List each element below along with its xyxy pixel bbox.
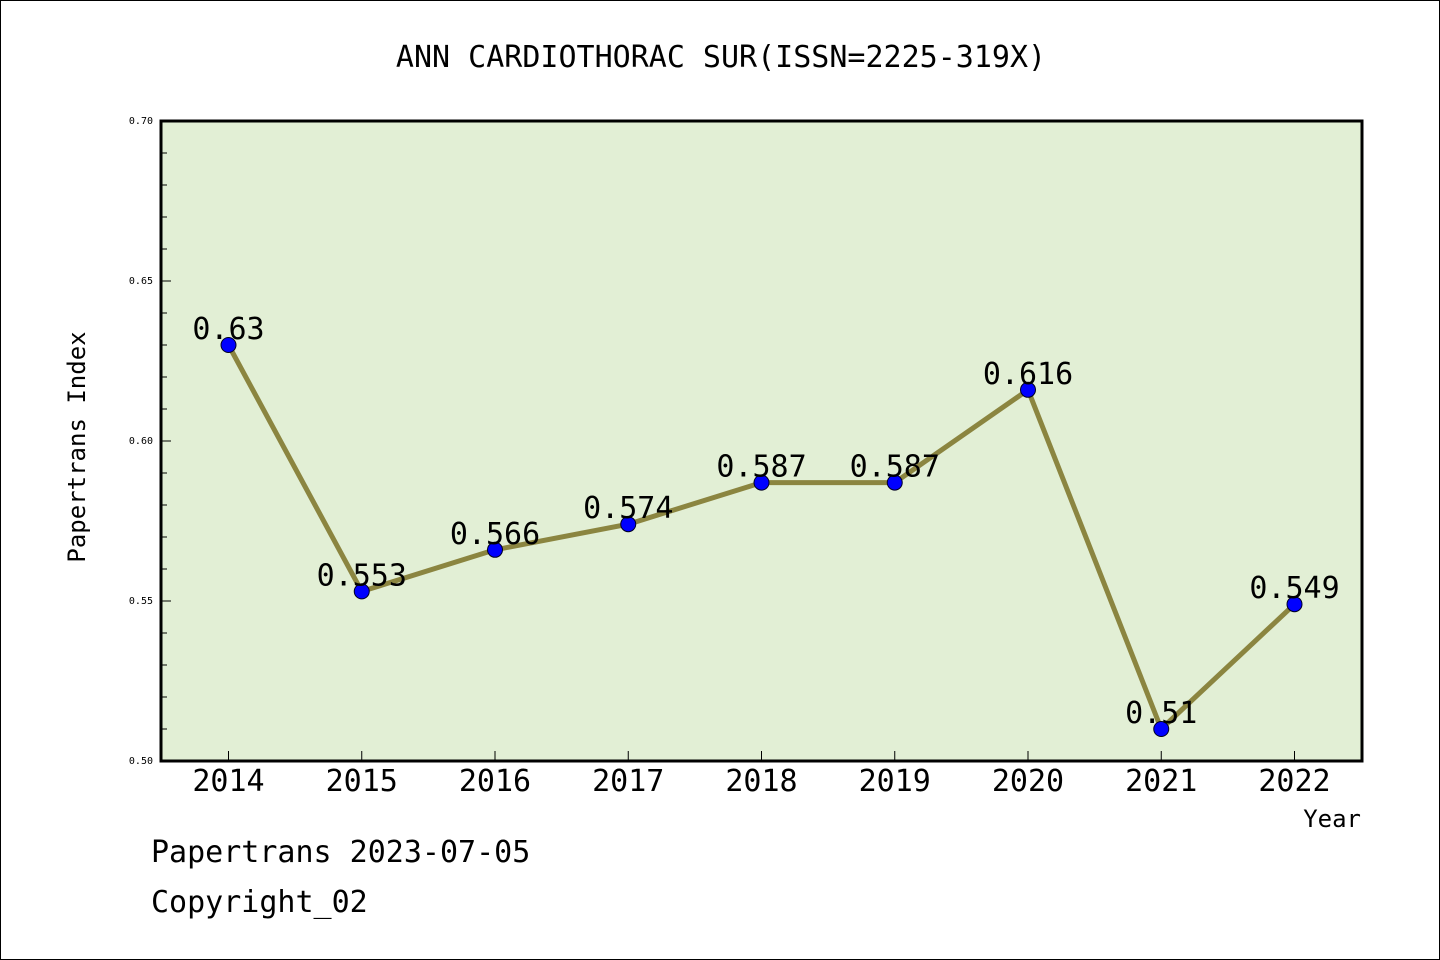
chart-title: ANN CARDIOTHORAC SUR(ISSN=2225-319X): [396, 40, 1046, 75]
copyright-text: Copyright_02: [151, 885, 368, 920]
data-point: [1153, 721, 1170, 737]
y-tick-label: 0.65: [129, 276, 153, 287]
x-tick-label: 2019: [859, 764, 931, 799]
data-point: [353, 583, 370, 600]
data-label: 0.549: [1249, 571, 1339, 606]
data-label: 0.587: [716, 450, 806, 485]
data-point: [753, 474, 770, 491]
x-tick-label: 2016: [459, 764, 531, 799]
x-tick-label: 2022: [1258, 764, 1330, 799]
data-point: [220, 337, 237, 353]
data-label: 0.574: [583, 491, 673, 526]
data-label: 0.553: [317, 558, 407, 593]
data-point: [1286, 596, 1303, 613]
data-label: 0.51: [1125, 696, 1197, 731]
y-tick-label: 0.70: [129, 116, 153, 127]
x-tick-label: 2015: [326, 764, 398, 799]
y-axis-label: Papertrans Index: [63, 331, 91, 562]
x-tick-label: 2018: [725, 764, 797, 799]
data-label: 0.616: [983, 357, 1073, 392]
x-tick-label: 2014: [192, 764, 264, 799]
plot-area: [159, 119, 1364, 763]
x-tick-label: 2017: [592, 764, 664, 799]
x-axis-label: Year: [1303, 805, 1361, 833]
data-markers: [220, 337, 1303, 737]
x-tick-label: 2021: [1125, 764, 1197, 799]
data-label: 0.566: [450, 517, 540, 552]
data-labels: 0.63 0.553 0.566 0.574 0.587 0.587 0.616 0.51 0.…: [192, 312, 1339, 731]
y-axis: 0.50 0.55 0.60 0.65 0.70: [129, 116, 171, 767]
data-point: [1020, 381, 1036, 398]
data-label: 0.63: [192, 312, 264, 347]
source-date-text: Papertrans 2023-07-05: [151, 835, 531, 870]
y-tick-label: 0.60: [129, 436, 153, 447]
x-tick-label: 2020: [992, 764, 1064, 799]
y-tick-label: 0.55: [129, 596, 153, 607]
data-label: 0.587: [850, 450, 940, 485]
y-tick-label: 0.50: [129, 756, 153, 767]
data-point: [886, 474, 903, 491]
x-axis: 2014 2015 2016 2017 2018 2019 2020 2021 2022: [192, 751, 1331, 799]
data-point: [620, 516, 637, 533]
data-point: [487, 541, 503, 558]
